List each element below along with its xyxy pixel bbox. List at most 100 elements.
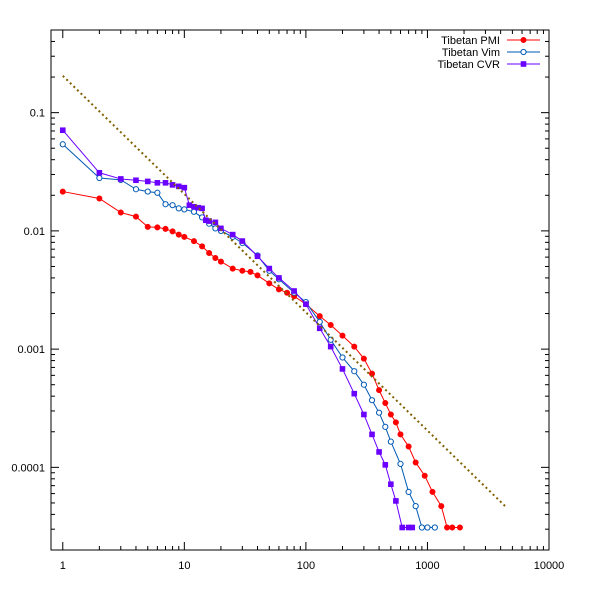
legend-label: Tibetan PMI [441,35,500,47]
series-tibetan-pmi [59,188,463,531]
data-point [382,423,389,430]
data-point [303,301,309,307]
data-point [431,524,438,531]
data-point [360,381,367,388]
legend-label: Tibetan CVR [437,59,500,71]
data-point [412,459,419,466]
data-point [382,400,389,407]
data-point [254,253,261,260]
series-tibetan-cvr [59,127,416,531]
data-point [376,387,383,394]
x-tick-label: 10 [178,560,190,572]
data-point [154,189,161,196]
x-tick-label: 1000 [415,560,439,572]
data-point [154,224,161,231]
data-point [438,503,445,510]
y-tick-label: 0.01 [24,226,45,238]
data-point [229,231,236,238]
data-point [351,343,358,350]
data-point [387,438,394,445]
legend-marker [520,36,527,43]
data-point [405,443,412,450]
data-point [169,182,176,188]
data-point [449,524,456,531]
data-point [316,325,323,332]
data-point [444,524,451,531]
data-point [144,178,151,185]
data-point [393,498,399,504]
data-point [369,431,375,438]
data-point [199,205,205,212]
data-point [275,286,282,293]
data-point [412,503,419,510]
y-axis-ticks: 0.0001 0.001 0.01 0.1 [11,29,549,551]
data-point [154,180,161,186]
data-point [387,411,394,418]
legend-label: Tibetan Vim [442,47,500,59]
data-point [399,524,406,531]
data-point [418,524,425,531]
data-point [339,366,346,372]
data-point [376,449,382,455]
data-point [162,180,169,186]
data-point [351,368,358,375]
data-point [327,343,334,350]
x-tick-label: 10000 [534,560,565,572]
data-point [186,202,193,208]
data-point [181,206,188,213]
data-point [162,225,169,232]
data-point [212,219,219,226]
data-point [191,203,197,210]
data-point [217,258,224,265]
data-point [266,265,273,272]
data-point [144,223,151,230]
data-point [59,188,66,195]
y-tick-label: 0.1 [30,108,45,120]
data-point [382,462,389,468]
data-point [162,201,169,208]
series-layer [59,75,508,531]
data-point [397,431,404,438]
data-point [169,202,176,209]
data-point [202,217,209,224]
legend-marker [520,61,527,67]
data-point [276,275,282,281]
data-point [169,228,176,235]
data-point [181,233,188,240]
data-point [199,243,206,250]
data-point [96,195,103,202]
data-point [175,205,182,212]
data-point [132,213,139,220]
data-point [212,225,219,232]
data-point [339,354,346,361]
data-point [339,332,346,339]
data-point [254,272,261,279]
data-point [59,141,66,148]
data-point [181,184,188,191]
x-tick-label: 1 [60,560,66,572]
legend-marker [520,48,527,56]
data-point [206,250,213,257]
data-point [229,265,236,272]
data-point [266,280,273,287]
x-tick-label: 100 [297,560,315,572]
data-point [117,176,124,182]
y-tick-label: 0.001 [17,344,45,356]
data-point [218,225,224,232]
data-point [175,183,182,190]
data-point [429,488,436,495]
data-point [388,481,394,488]
data-point [247,268,254,275]
data-point [96,174,103,182]
reference-dotted-line [62,75,508,509]
data-point [133,177,139,184]
data-point [361,411,367,418]
data-point [96,169,103,176]
data-point [405,488,412,496]
data-point [392,419,399,426]
data-point [206,218,212,224]
x-axis-ticks: 1 10 100 1000 10000 [60,30,565,572]
